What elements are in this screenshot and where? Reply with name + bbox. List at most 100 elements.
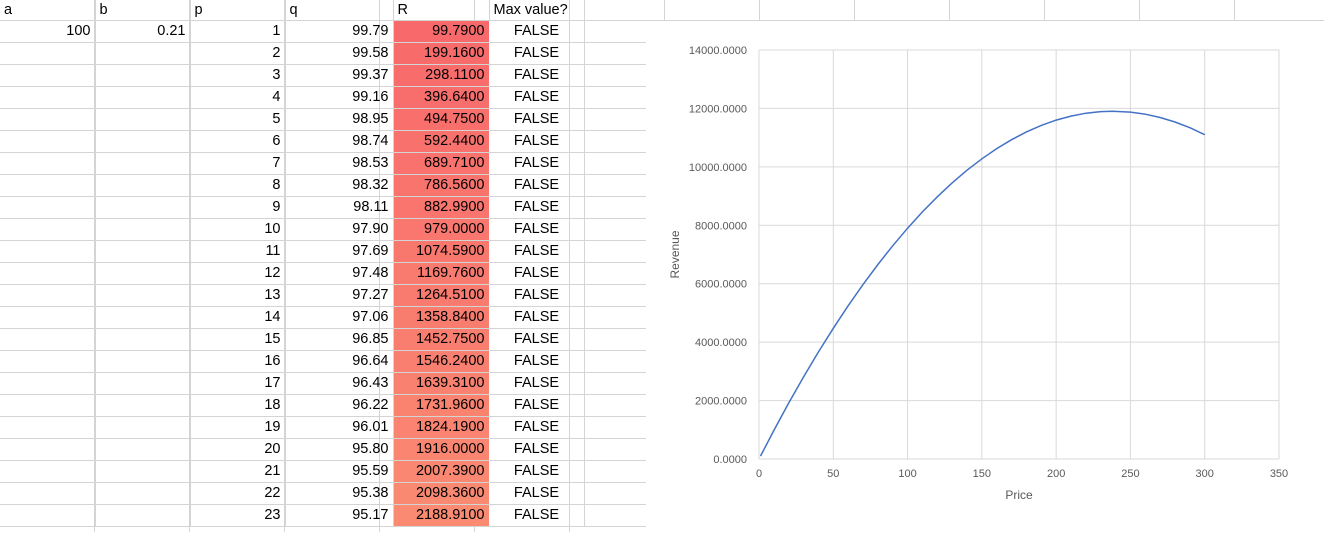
cell-a[interactable] xyxy=(0,152,96,175)
cell-b[interactable] xyxy=(95,284,191,307)
cell-r[interactable]: 1169.7600 xyxy=(393,262,489,285)
cell-max-value[interactable]: FALSE xyxy=(489,130,585,153)
cell-p[interactable]: 23 xyxy=(190,504,286,527)
cell-r[interactable]: 396.6400 xyxy=(393,86,489,109)
cell-b[interactable] xyxy=(95,306,191,329)
cell-a[interactable] xyxy=(0,42,96,65)
cell-q[interactable]: 96.85 xyxy=(285,328,394,351)
cell-r[interactable]: 1074.5900 xyxy=(393,240,489,263)
cell-p[interactable]: 15 xyxy=(190,328,286,351)
cell-b[interactable] xyxy=(95,394,191,417)
cell-a[interactable] xyxy=(0,372,96,395)
cell-p[interactable]: 9 xyxy=(190,196,286,219)
cell-b[interactable] xyxy=(95,108,191,131)
cell-a[interactable] xyxy=(0,504,96,527)
header-cell-p[interactable]: p xyxy=(190,0,286,21)
cell-b[interactable] xyxy=(95,438,191,461)
cell-b[interactable] xyxy=(95,350,191,373)
header-cell-a[interactable]: a xyxy=(0,0,96,21)
cell-q[interactable]: 97.48 xyxy=(285,262,394,285)
cell-max-value[interactable]: FALSE xyxy=(489,306,585,329)
cell-r[interactable]: 494.7500 xyxy=(393,108,489,131)
cell-b[interactable] xyxy=(95,42,191,65)
cell-p[interactable]: 21 xyxy=(190,460,286,483)
cell-a[interactable] xyxy=(0,350,96,373)
cell-max-value[interactable]: FALSE xyxy=(489,504,585,527)
cell-p[interactable]: 1 xyxy=(190,20,286,43)
cell-max-value[interactable]: FALSE xyxy=(489,416,585,439)
cell-p[interactable]: 8 xyxy=(190,174,286,197)
cell-b[interactable] xyxy=(95,416,191,439)
cell-b[interactable]: 0.21 xyxy=(95,20,191,43)
cell-q[interactable]: 97.69 xyxy=(285,240,394,263)
cell-q[interactable]: 99.58 xyxy=(285,42,394,65)
cell-r[interactable]: 2188.9100 xyxy=(393,504,489,527)
cell-p[interactable]: 16 xyxy=(190,350,286,373)
cell-max-value[interactable]: FALSE xyxy=(489,218,585,241)
header-cell-q[interactable]: q xyxy=(285,0,394,21)
cell-p[interactable]: 4 xyxy=(190,86,286,109)
cell-p[interactable]: 7 xyxy=(190,152,286,175)
cell-b[interactable] xyxy=(95,174,191,197)
cell-q[interactable]: 99.16 xyxy=(285,86,394,109)
cell-b[interactable] xyxy=(95,372,191,395)
cell-max-value[interactable]: FALSE xyxy=(489,20,585,43)
cell-r[interactable]: 199.1600 xyxy=(393,42,489,65)
cell-r[interactable]: 1639.3100 xyxy=(393,372,489,395)
cell-max-value[interactable]: FALSE xyxy=(489,64,585,87)
cell-max-value[interactable]: FALSE xyxy=(489,438,585,461)
cell-q[interactable]: 95.38 xyxy=(285,482,394,505)
cell-a[interactable] xyxy=(0,196,96,219)
cell-p[interactable]: 11 xyxy=(190,240,286,263)
cell-max-value[interactable]: FALSE xyxy=(489,372,585,395)
cell-b[interactable] xyxy=(95,218,191,241)
cell-b[interactable] xyxy=(95,240,191,263)
cell-r[interactable]: 1358.8400 xyxy=(393,306,489,329)
cell-r[interactable]: 689.7100 xyxy=(393,152,489,175)
cell-max-value[interactable]: FALSE xyxy=(489,240,585,263)
cell-p[interactable]: 12 xyxy=(190,262,286,285)
cell-b[interactable] xyxy=(95,328,191,351)
cell-p[interactable]: 10 xyxy=(190,218,286,241)
header-cell-r[interactable]: R xyxy=(393,0,490,21)
cell-a[interactable] xyxy=(0,218,96,241)
cell-max-value[interactable]: FALSE xyxy=(489,350,585,373)
cell-q[interactable]: 96.43 xyxy=(285,372,394,395)
cell-a[interactable] xyxy=(0,306,96,329)
cell-p[interactable]: 3 xyxy=(190,64,286,87)
cell-r[interactable]: 1731.9600 xyxy=(393,394,489,417)
cell-r[interactable]: 99.7900 xyxy=(393,20,489,43)
cell-p[interactable]: 6 xyxy=(190,130,286,153)
cell-q[interactable]: 99.79 xyxy=(285,20,394,43)
cell-max-value[interactable]: FALSE xyxy=(489,174,585,197)
revenue-chart[interactable]: 0.0000 2000.0000 4000.0000 6000.0000 8000.00… xyxy=(646,21,1324,532)
cell-a[interactable] xyxy=(0,64,96,87)
cell-b[interactable] xyxy=(95,460,191,483)
cell-max-value[interactable]: FALSE xyxy=(489,394,585,417)
cell-b[interactable] xyxy=(95,86,191,109)
cell-b[interactable] xyxy=(95,64,191,87)
cell-a[interactable] xyxy=(0,416,96,439)
cell-p[interactable]: 5 xyxy=(190,108,286,131)
cell-r[interactable]: 1824.1900 xyxy=(393,416,489,439)
header-cell-max-value[interactable]: Max value? xyxy=(489,0,585,21)
cell-r[interactable]: 592.4400 xyxy=(393,130,489,153)
cell-a[interactable] xyxy=(0,130,96,153)
cell-a[interactable] xyxy=(0,86,96,109)
cell-a[interactable]: 100 xyxy=(0,20,96,43)
cell-q[interactable]: 95.80 xyxy=(285,438,394,461)
cell-a[interactable] xyxy=(0,482,96,505)
cell-max-value[interactable]: FALSE xyxy=(489,196,585,219)
cell-p[interactable]: 22 xyxy=(190,482,286,505)
cell-p[interactable]: 13 xyxy=(190,284,286,307)
cell-q[interactable]: 98.74 xyxy=(285,130,394,153)
cell-r[interactable]: 2007.3900 xyxy=(393,460,489,483)
cell-a[interactable] xyxy=(0,108,96,131)
cell-q[interactable]: 98.11 xyxy=(285,196,394,219)
cell-q[interactable]: 96.22 xyxy=(285,394,394,417)
cell-r[interactable]: 979.0000 xyxy=(393,218,489,241)
cell-a[interactable] xyxy=(0,240,96,263)
cell-q[interactable]: 97.27 xyxy=(285,284,394,307)
cell-a[interactable] xyxy=(0,460,96,483)
cell-b[interactable] xyxy=(95,262,191,285)
